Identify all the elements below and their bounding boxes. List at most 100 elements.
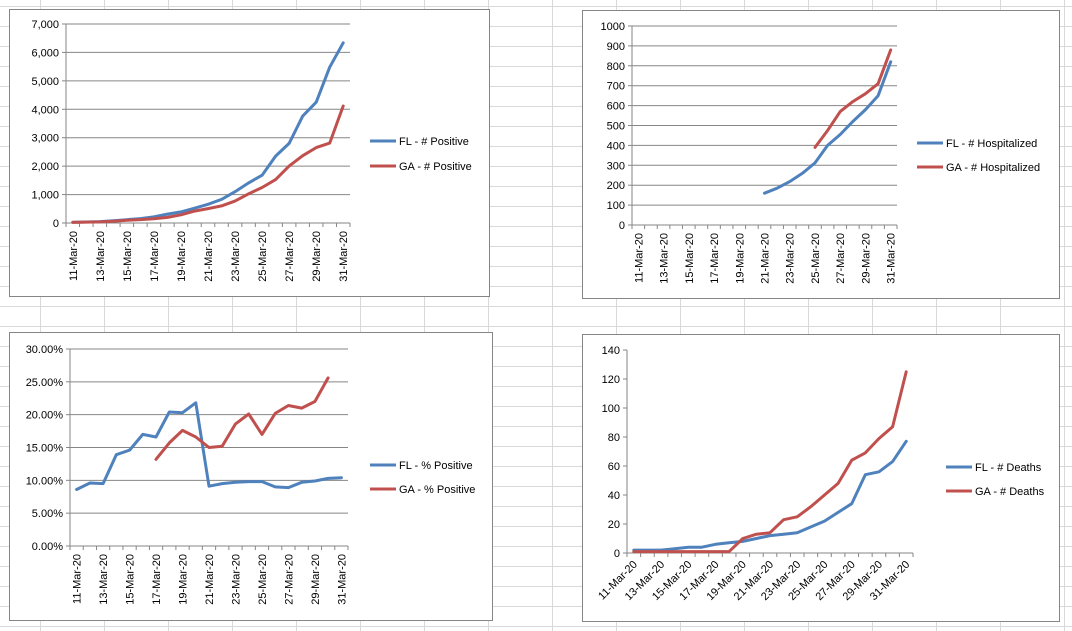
data-point[interactable] [813,145,817,149]
data-point[interactable] [154,457,158,461]
data-point[interactable] [763,191,767,195]
data-point[interactable] [260,432,264,436]
data-point[interactable] [220,482,224,486]
data-point[interactable] [194,401,198,405]
data-point[interactable] [274,178,278,182]
data-point[interactable] [207,484,211,488]
data-point[interactable] [207,446,211,450]
data-point[interactable] [75,488,79,492]
data-point[interactable] [98,220,102,224]
data-point[interactable] [247,412,251,416]
data-point[interactable] [326,476,330,480]
data-point[interactable] [141,432,145,436]
data-point[interactable] [194,435,198,439]
data-point[interactable] [125,218,129,222]
data-point[interactable] [314,146,318,150]
data-point[interactable] [88,481,92,485]
data-point[interactable] [114,453,118,457]
series-line-1[interactable] [154,376,330,461]
data-point[interactable] [823,519,827,523]
data-point[interactable] [179,213,183,217]
data-point[interactable] [71,220,75,224]
data-point[interactable] [891,425,895,429]
data-point[interactable] [313,479,317,483]
data-point[interactable] [795,515,799,519]
data-point[interactable] [206,207,210,211]
data-point[interactable] [233,190,237,194]
data-point[interactable] [876,94,880,98]
data-point[interactable] [788,180,792,184]
data-point[interactable] [247,192,251,196]
data-point[interactable] [850,502,854,506]
series-line-0[interactable] [71,41,345,224]
data-point[interactable] [193,209,197,213]
data-point[interactable] [313,400,317,404]
data-point[interactable] [659,550,663,554]
data-point[interactable] [220,197,224,201]
data-point[interactable] [300,480,304,484]
data-point[interactable] [714,542,718,546]
data-point[interactable] [260,186,264,190]
data-point[interactable] [754,537,758,541]
series-line-1[interactable] [813,48,893,149]
data-point[interactable] [274,154,278,158]
data-point[interactable] [823,493,827,497]
data-point[interactable] [741,537,745,541]
data-point[interactable] [165,215,169,219]
data-point[interactable] [339,476,343,480]
data-point[interactable] [167,410,171,414]
data-point[interactable] [286,486,290,490]
data-point[interactable] [673,550,677,554]
data-point[interactable] [864,92,868,96]
data-point[interactable] [101,482,105,486]
data-point[interactable] [727,541,731,545]
data-point[interactable] [813,161,817,165]
data-point[interactable] [863,451,867,455]
data-point[interactable] [234,422,238,426]
data-point[interactable] [686,545,690,549]
data-point[interactable] [301,114,305,118]
data-point[interactable] [181,428,185,432]
data-point[interactable] [287,141,291,145]
data-point[interactable] [326,376,330,380]
data-point[interactable] [863,473,867,477]
data-point[interactable] [714,550,718,554]
data-point[interactable] [128,448,132,452]
data-point[interactable] [138,218,142,222]
data-point[interactable] [700,550,704,554]
data-point[interactable] [260,480,264,484]
data-point[interactable] [877,437,881,441]
data-point[interactable] [645,550,649,554]
data-point[interactable] [809,525,813,529]
data-point[interactable] [904,439,908,443]
series-line-0[interactable] [632,439,908,552]
data-point[interactable] [782,532,786,536]
data-point[interactable] [775,186,779,190]
data-point[interactable] [341,41,345,45]
data-point[interactable] [904,370,908,374]
data-point[interactable] [233,199,237,203]
data-point[interactable] [850,458,854,462]
data-point[interactable] [286,404,290,408]
data-point[interactable] [686,550,690,554]
series-line-0[interactable] [75,401,343,491]
data-point[interactable] [152,217,156,221]
data-point[interactable] [838,133,842,137]
chart-positive-cases[interactable]: 0 1,000 2,000 3,000 4,000 5,000 6,000 7,000 11-M… [9,9,490,297]
data-point[interactable] [632,550,636,554]
data-point[interactable] [727,550,731,554]
data-point[interactable] [826,129,830,133]
data-point[interactable] [876,82,880,86]
data-point[interactable] [273,411,277,415]
data-point[interactable] [220,444,224,448]
data-point[interactable] [782,518,786,522]
data-point[interactable] [154,435,158,439]
series-line-0[interactable] [763,60,893,195]
data-point[interactable] [111,219,115,223]
data-point[interactable] [768,531,772,535]
data-point[interactable] [273,485,277,489]
data-point[interactable] [328,141,332,145]
data-point[interactable] [864,108,868,112]
data-point[interactable] [328,65,332,69]
data-point[interactable] [300,406,304,410]
